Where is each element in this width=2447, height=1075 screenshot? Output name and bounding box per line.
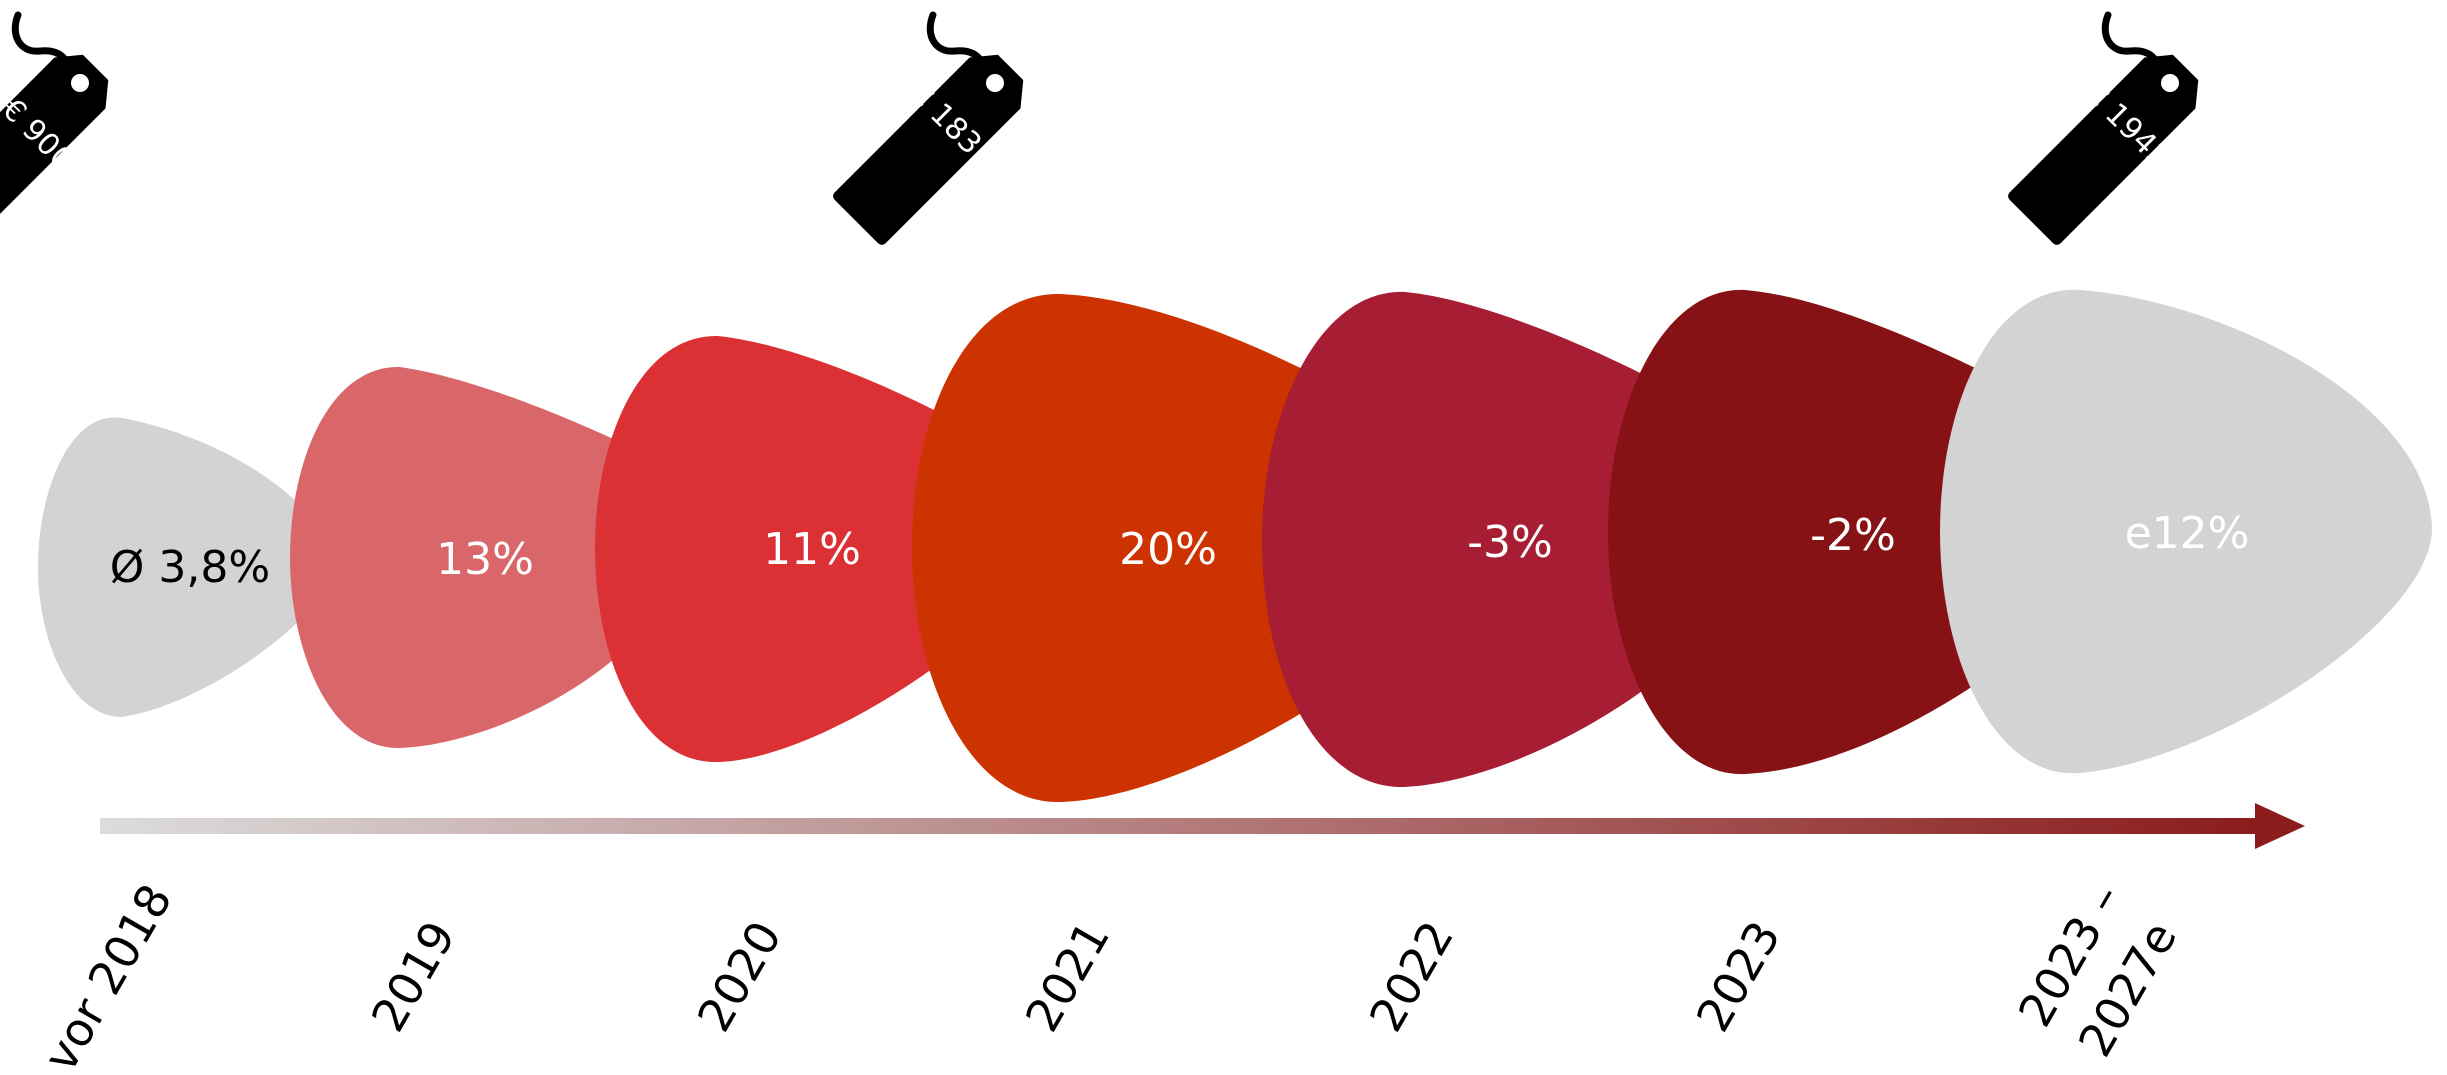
- year-labels: vor 2018 2019 2020 2021 2022 2023 2023 –…: [33, 875, 2187, 1075]
- period-blob-2022: [1262, 291, 1682, 788]
- period-value-2019: 13%: [436, 534, 534, 585]
- price-tag-icon: [833, 54, 1024, 245]
- price-tag-icon: [0, 54, 109, 245]
- period-blob-2021: [912, 293, 1352, 803]
- year-label-2021: 2021: [1015, 912, 1120, 1040]
- period-blob-2023: [1608, 289, 2010, 775]
- year-label-vor-2018: vor 2018: [33, 875, 183, 1075]
- year-label-2020: 2020: [687, 912, 792, 1040]
- period-blobs: [38, 289, 2432, 803]
- period-value-vor-2018: Ø 3,8%: [110, 542, 270, 593]
- period-blob-vor-2018: [38, 417, 340, 717]
- period-values: Ø 3,8% 13% 11% 20% -3% -2% e12%: [110, 508, 2250, 593]
- period-value-2023: -2%: [1810, 510, 1896, 561]
- price-tag-3: € 1942: [2008, 11, 2199, 245]
- period-blob-2020: [595, 335, 982, 763]
- period-value-2021: 20%: [1119, 524, 1217, 575]
- year-label-2019: 2019: [361, 912, 466, 1040]
- year-label-2022: 2022: [1359, 912, 1464, 1040]
- price-tag-2: € 1831: [833, 11, 1024, 245]
- period-value-2020: 11%: [763, 524, 861, 575]
- year-label-2023: 2023: [1686, 912, 1791, 1040]
- period-blob-2019: [290, 366, 672, 749]
- timeline-arrow-shaft: [100, 818, 2260, 834]
- price-tag-1: Ø € 900: [0, 11, 109, 245]
- price-tag-icon: [2008, 54, 2199, 245]
- arrow-head-icon: [2255, 803, 2305, 849]
- period-value-2022: -3%: [1467, 517, 1553, 568]
- period-value-2023-2027e: e12%: [2125, 508, 2250, 559]
- period-blob-2023-2027e: [1940, 289, 2432, 774]
- timeline-arrow: [100, 803, 2305, 849]
